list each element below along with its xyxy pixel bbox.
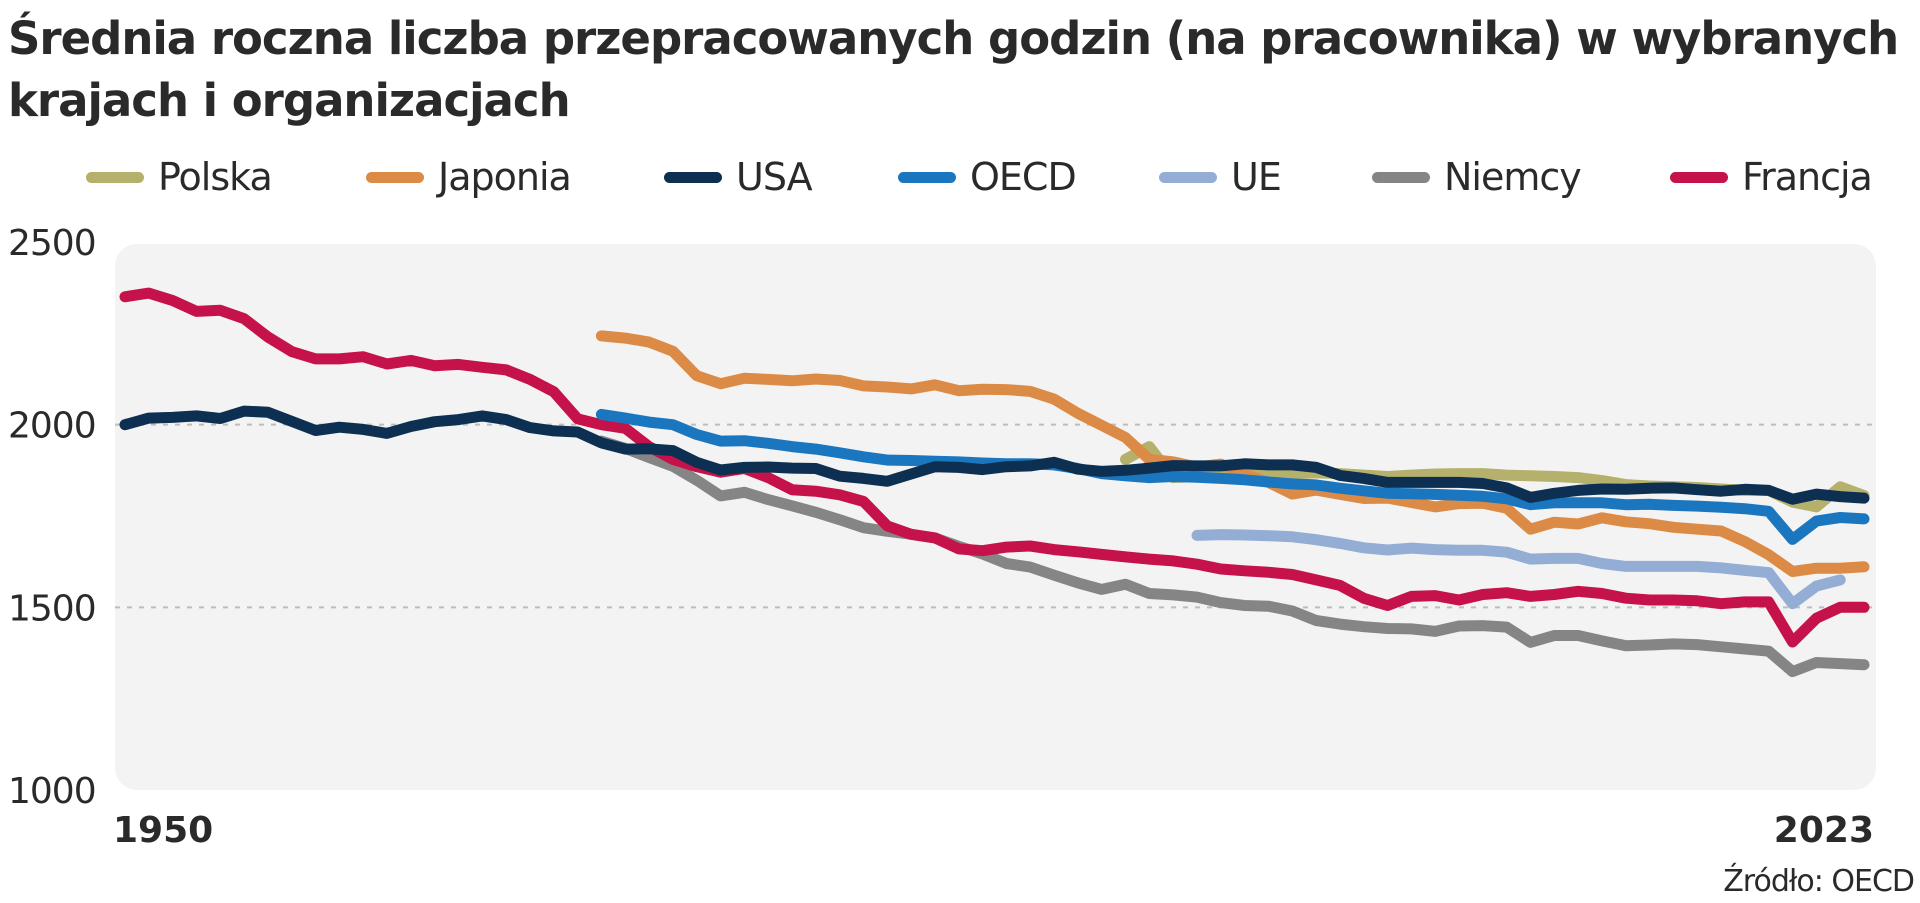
gridlines: [115, 423, 1876, 609]
chart-title: Średnia roczna liczba przepracowanych go…: [8, 12, 1899, 127]
legend-item-francja: Francja: [1670, 152, 1873, 202]
y-tick-label-1000: 1000: [8, 771, 96, 812]
legend-label-ue: UE: [1231, 155, 1282, 199]
series-line-oecd: [595, 408, 1870, 545]
legend-swatch-oecd: [898, 171, 956, 183]
x-tick-label-end: 2023: [1774, 810, 1874, 851]
legend-item-japonia: Japonia: [366, 152, 572, 202]
series-line-ue: [1191, 529, 1846, 610]
y-tick-label-1500: 1500: [8, 588, 96, 629]
series-line-niemcy: [595, 435, 1870, 678]
legend-item-polska: Polska: [86, 152, 273, 202]
y-axis: 2500 2000 1500 1000: [8, 223, 97, 812]
legend: Polska Japonia USA OECD UE Niemcy Francj…: [86, 152, 1916, 202]
legend-swatch-francja: [1670, 171, 1728, 183]
x-axis: 1950 2023: [113, 810, 1874, 851]
line-chart: 2500 2000 1500 1000 1950 2023: [8, 223, 1876, 851]
legend-swatch-niemcy: [1372, 171, 1430, 183]
legend-label-francja: Francja: [1742, 155, 1873, 199]
legend-label-japonia: Japonia: [438, 155, 572, 199]
series-lines: [119, 287, 1870, 678]
series-line-usa: [119, 405, 1870, 505]
y-tick-label-2500: 2500: [8, 223, 96, 264]
legend-label-oecd: OECD: [970, 155, 1077, 199]
legend-label-polska: Polska: [158, 155, 273, 199]
legend-item-usa: USA: [664, 152, 813, 202]
y-tick-label-2000: 2000: [8, 406, 96, 447]
legend-item-ue: UE: [1159, 152, 1282, 202]
legend-swatch-polska: [86, 171, 144, 183]
source-note: Źródło: OECD: [1723, 864, 1915, 899]
legend-label-niemcy: Niemcy: [1444, 155, 1582, 199]
legend-swatch-usa: [664, 171, 722, 183]
series-line-francja: [119, 287, 1870, 648]
legend-item-oecd: OECD: [898, 152, 1077, 202]
legend-item-niemcy: Niemcy: [1372, 152, 1582, 202]
plot-background: [115, 244, 1876, 790]
legend-swatch-ue: [1159, 171, 1217, 183]
x-tick-label-start: 1950: [113, 810, 213, 851]
legend-label-usa: USA: [736, 155, 813, 199]
legend-swatch-japonia: [366, 171, 424, 183]
